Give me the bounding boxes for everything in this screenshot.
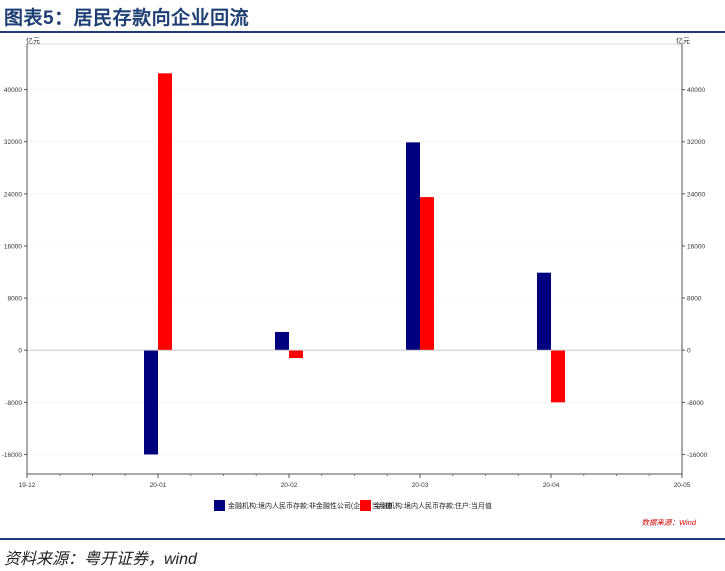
legend: 金融机构:境内人民币存款:非金融性公司(企业):当月值 金融机构:境内人民币存款… xyxy=(214,500,492,511)
right-unit-label: 亿元 xyxy=(676,36,690,45)
x-tick-label: 20-01 xyxy=(150,482,167,489)
x-ticks: 19-12 20-01 20-02 20-03 20-04 20-05 xyxy=(19,474,691,489)
bar-household-20-04 xyxy=(551,350,565,403)
left-y-tick-label: -8000 xyxy=(5,400,22,407)
source-note: 资料来源：粤开证券，wind xyxy=(4,551,197,568)
right-y-tick-label: 8000 xyxy=(687,296,702,303)
left-y-tick-label: 32000 xyxy=(4,139,22,146)
bar-enterprise-20-01 xyxy=(144,350,158,455)
bar-enterprise-20-03 xyxy=(406,142,420,351)
left-unit-label: 亿元 xyxy=(26,36,40,45)
left-y-tick-label: 24000 xyxy=(4,191,22,198)
legend-swatch-enterprise xyxy=(214,500,225,511)
bar-household-20-01 xyxy=(158,73,172,351)
grid-layer xyxy=(27,89,682,455)
bar-household-20-02 xyxy=(289,350,303,359)
plot-frame xyxy=(26,43,683,475)
bar-enterprise-20-02 xyxy=(275,331,289,351)
bars-layer xyxy=(144,73,565,455)
left-y-tick-label: 40000 xyxy=(4,87,22,94)
right-y-tick-label: -8000 xyxy=(687,400,704,407)
footer-divider xyxy=(0,538,725,540)
x-tick-label: 20-04 xyxy=(543,482,560,489)
x-tick-label: 20-05 xyxy=(674,482,691,489)
x-tick-label: 19-12 xyxy=(19,482,36,489)
data-source-note: 数据来源：Wind xyxy=(641,518,696,527)
right-y-tick-label: 24000 xyxy=(687,191,705,198)
x-tick-label: 20-03 xyxy=(412,482,429,489)
left-y-tick-label: 0 xyxy=(18,348,22,355)
left-y-tick-label: -16000 xyxy=(2,452,23,459)
right-y-tick-label: 40000 xyxy=(687,87,705,94)
left-y-tick-label: 8000 xyxy=(8,296,23,303)
bar-household-20-03 xyxy=(420,197,434,351)
left-y-ticks: -16000 -8000 0 8000 16000 24000 32000 40000 xyxy=(2,87,27,459)
right-y-tick-label: 16000 xyxy=(687,243,705,250)
bar-chart: -16000 -8000 0 8000 16000 24000 32000 40000 -16… xyxy=(2,36,708,527)
page-title: 图表5：居民存款向企业回流 xyxy=(4,8,250,29)
left-y-tick-label: 16000 xyxy=(4,243,22,250)
legend-label-enterprise: 金融机构:境内人民币存款:非金融性公司(企业):当月值 xyxy=(228,501,393,510)
right-y-tick-label: 32000 xyxy=(687,139,705,146)
x-tick-label: 20-02 xyxy=(281,482,298,489)
right-y-tick-label: -16000 xyxy=(687,452,708,459)
legend-swatch-household xyxy=(360,500,371,511)
title-divider xyxy=(0,31,725,33)
legend-label-household: 金融机构:境内人民币存款:住户:当月值 xyxy=(374,501,492,510)
bar-enterprise-20-04 xyxy=(537,272,551,351)
right-y-tick-label: 0 xyxy=(687,348,691,355)
right-y-ticks: -16000 -8000 0 8000 16000 24000 32000 40000 xyxy=(682,87,708,459)
